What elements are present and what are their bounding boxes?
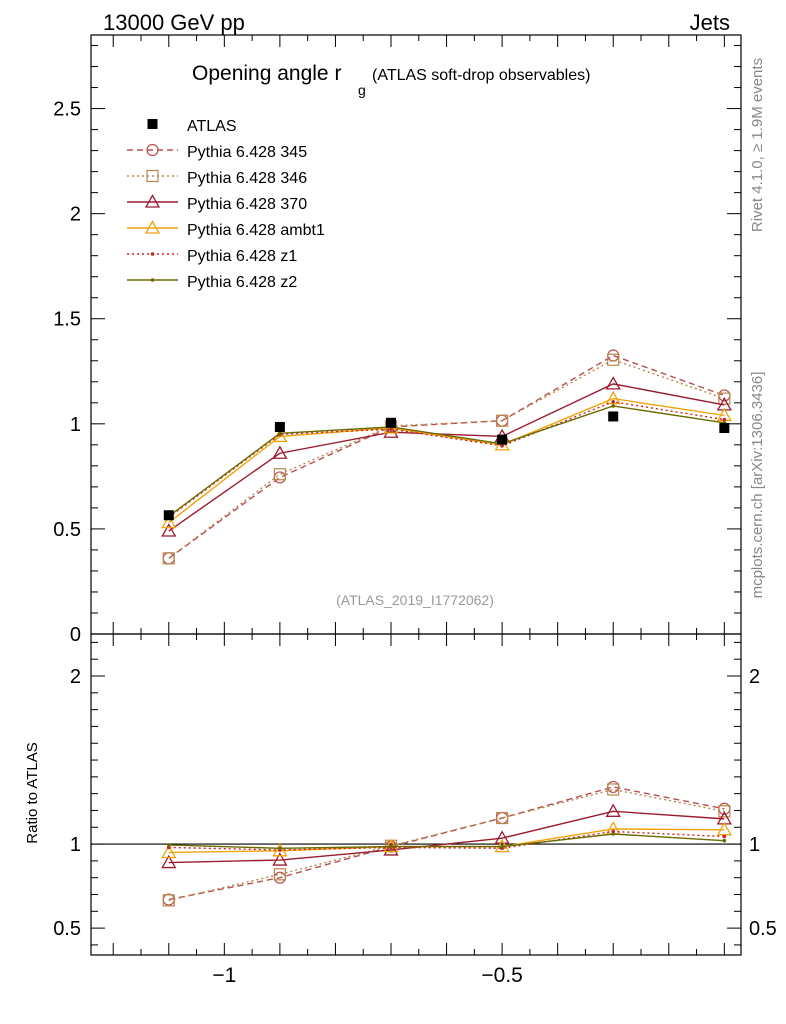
legend-label-5: Pythia 6.428 z2: [187, 274, 297, 291]
ratio-series-marker-3: [383, 838, 399, 853]
x-tick-label: −0.5: [481, 964, 522, 987]
analysis-id-label: (ATLAS_2019_I1772062): [336, 592, 494, 608]
main-series-marker-5: [278, 431, 282, 436]
main-series-line-2: [168, 383, 725, 532]
ratio-series-marker-5: [500, 844, 504, 849]
legend-marker-atlas: [147, 119, 158, 129]
legend-label-2: Pythia 6.428 370: [187, 196, 307, 213]
ratio-series-line-2: [168, 810, 725, 864]
main-series-marker-3: [161, 514, 177, 529]
ratio-y-tick-label: 2: [70, 666, 81, 688]
legend-label-0: Pythia 6.428 345: [187, 144, 307, 161]
main-series-marker-0: [607, 349, 620, 362]
ratio-plot-frame: [90, 633, 742, 956]
main-series-line-1: [168, 358, 725, 559]
legend-marker-0: [146, 143, 159, 157]
ratio-series-marker-3: [272, 842, 288, 857]
main-series-marker-1: [718, 392, 731, 405]
main-y-tick-label: 2: [70, 204, 81, 226]
ratio-series-marker-0: [607, 780, 620, 794]
legend-label-4: Pythia 6.428 z1: [187, 248, 297, 265]
legend-label-atlas: ATLAS: [187, 118, 237, 135]
legend-marker-2: [144, 194, 161, 208]
atlas-data-point: [163, 510, 174, 521]
main-series-marker-3: [605, 390, 621, 405]
main-y-tick-label: 1: [70, 414, 81, 436]
atlas-data-point: [608, 411, 619, 422]
ratio-series-marker-4: [166, 845, 171, 850]
header-process-label: Jets: [690, 10, 730, 35]
atlas-data-point: [274, 421, 285, 432]
ratio-series-marker-2: [605, 803, 621, 817]
ratio-y-tick-label: 1: [70, 834, 81, 856]
main-series-marker-2: [605, 376, 621, 390]
ratio-series-marker-5: [611, 832, 616, 836]
legend: ATLAS Pythia 6.428 345 Pythia 6.428 346 Pyt…: [127, 118, 325, 291]
chart-subtitle: (ATLAS soft-drop observables): [372, 67, 590, 84]
ratio-series-marker-4: [722, 834, 727, 839]
ratio-y-tick-label-right: 2: [749, 666, 760, 688]
ratio-series-marker-2: [161, 854, 177, 869]
main-series-marker-0: [273, 471, 286, 484]
main-series-marker-4: [722, 417, 727, 422]
legend-marker-5: [150, 278, 155, 282]
main-y-tick-label: 2.5: [53, 99, 81, 121]
ratio-series-marker-3: [161, 844, 177, 859]
atlas-data-point: [386, 417, 396, 428]
main-series-marker-1: [607, 353, 620, 366]
ratio-series-marker-1: [162, 894, 175, 907]
ratio-series-marker-1: [607, 783, 620, 796]
main-series-line-0: [168, 354, 725, 559]
ratio-series-marker-5: [389, 844, 393, 849]
main-series-marker-4: [611, 399, 616, 404]
legend-label-1: Pythia 6.428 346: [187, 170, 307, 187]
main-series-line-5: [168, 405, 725, 517]
ratio-series-marker-4: [611, 829, 616, 834]
ratio-series-marker-2: [383, 842, 399, 856]
legend-marker-4: [150, 252, 155, 256]
ratio-series-marker-5: [278, 846, 282, 851]
legend-label-3: Pythia 6.428 ambt1: [187, 222, 325, 239]
x-tick-label: −1: [212, 964, 236, 987]
main-panel: 0 0.5 1 1.5 2 2.5 Opening angle r g (ATLAS soft-…: [53, 34, 742, 646]
ratio-series-marker-5: [166, 843, 171, 847]
ratio-series-marker-5: [722, 838, 727, 843]
legend-marker-1: [146, 169, 159, 183]
mcplots-reference-label: mcplots.cern.ch [arXiv:1306.3436]: [749, 372, 766, 599]
main-series-marker-1: [273, 468, 286, 481]
main-series-marker-5: [611, 404, 616, 408]
ratio-y-axis-label: Ratio to ATLAS: [24, 742, 41, 843]
atlas-data-point: [497, 434, 508, 445]
main-y-tick-label: 0: [70, 624, 81, 646]
main-series-marker-1: [496, 414, 509, 427]
ratio-series-marker-2: [494, 830, 510, 844]
ratio-y-tick-label: 0.5: [53, 918, 81, 940]
rivet-version-label: Rivet 4.1.0, ≥ 1.9M events: [749, 58, 766, 232]
ratio-panel: 0.5 0.5 1 1 2 2 −1 −0.5: [53, 633, 777, 987]
ratio-series-line-1: [168, 788, 725, 902]
atlas-data-point: [719, 423, 730, 434]
ratio-series-marker-2: [272, 852, 288, 866]
main-series-marker-2: [383, 424, 399, 438]
ratio-series-marker-3: [716, 821, 732, 836]
ratio-series-line-5: [168, 833, 725, 849]
ratio-series-line-0: [168, 786, 725, 901]
ratio-y-tick-label-right: 1: [749, 834, 760, 856]
main-series-marker-2: [272, 445, 288, 459]
chart-title: Opening angle r: [192, 62, 341, 85]
main-series-marker-2: [161, 523, 177, 537]
ratio-series-marker-1: [273, 868, 286, 881]
ratio-series-marker-1: [718, 805, 731, 818]
main-series-line-4: [168, 401, 725, 518]
legend-marker-3: [144, 220, 161, 234]
header-energy-label: 13000 GeV pp: [103, 10, 245, 35]
ratio-series-marker-1: [496, 811, 509, 825]
main-series-line-3: [168, 397, 725, 524]
main-y-tick-label: 0.5: [53, 519, 81, 541]
main-y-tick-label: 1.5: [53, 309, 81, 331]
chart-title-subscript: g: [358, 82, 366, 98]
main-series-marker-1: [162, 552, 175, 565]
ratio-y-tick-label-right: 0.5: [749, 918, 777, 940]
